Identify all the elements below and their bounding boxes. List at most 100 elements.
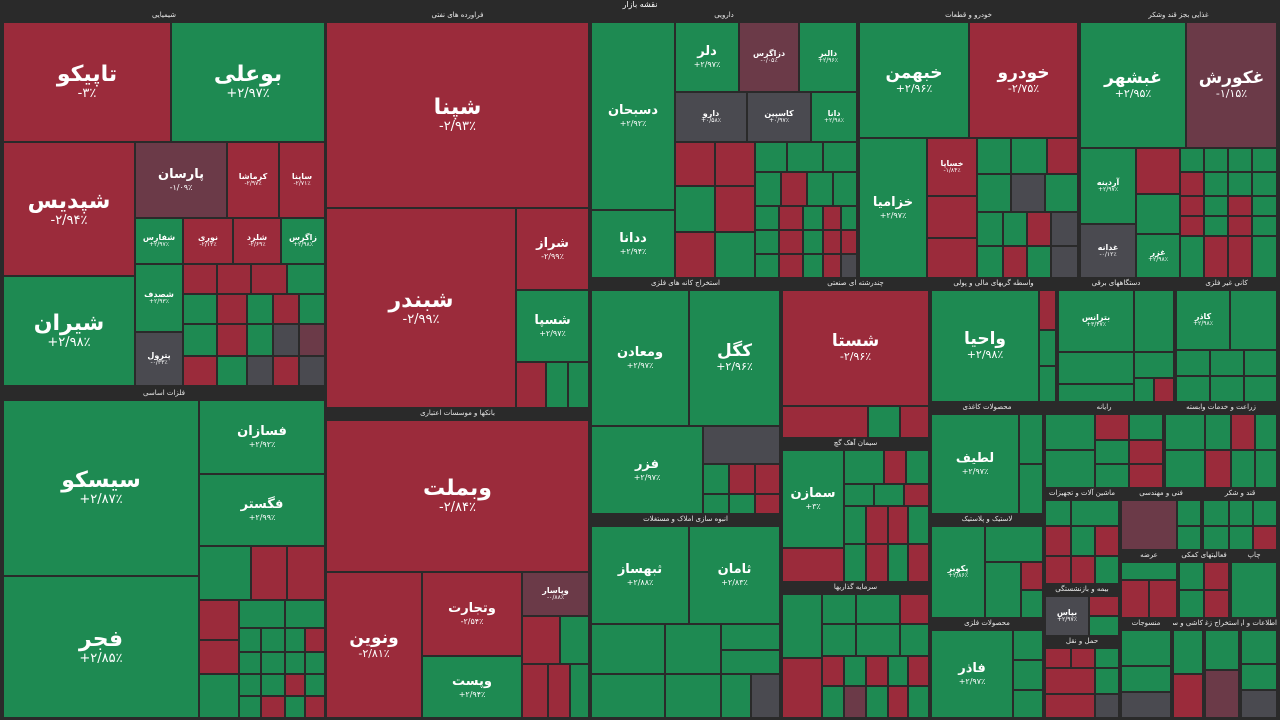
small-tile[interactable]	[1241, 630, 1277, 664]
small-tile[interactable]	[1255, 450, 1277, 488]
tile-tapiko[interactable]: تاپیکو -۳٪	[3, 22, 171, 142]
small-tile[interactable]	[866, 506, 888, 544]
small-tile[interactable]	[273, 356, 299, 386]
tile-khodro[interactable]: خودرو -۲/۷۵٪	[969, 22, 1078, 138]
tile-vpasar[interactable]: وپاسار -۰/۸۸٪	[522, 572, 589, 616]
tile-sisko[interactable]: سیسکو +۲/۸۷٪	[3, 400, 199, 576]
tile-fader[interactable]: فاذر +۲/۹۷٪	[931, 630, 1013, 718]
small-tile[interactable]	[1179, 562, 1204, 590]
small-tile[interactable]	[1204, 590, 1229, 618]
small-tile[interactable]	[782, 406, 868, 438]
small-tile[interactable]	[305, 674, 325, 696]
small-tile[interactable]	[1121, 692, 1171, 718]
small-tile[interactable]	[261, 628, 285, 652]
small-tile[interactable]	[299, 356, 325, 386]
small-tile[interactable]	[927, 238, 977, 278]
small-tile[interactable]	[823, 142, 857, 172]
small-tile[interactable]	[844, 506, 866, 544]
small-tile[interactable]	[1134, 378, 1154, 402]
small-tile[interactable]	[1173, 630, 1203, 674]
small-tile[interactable]	[1095, 648, 1119, 668]
tile-daru[interactable]: دارو +۰/۵۸٪	[675, 92, 747, 142]
small-tile[interactable]	[779, 254, 803, 278]
small-tile[interactable]	[1003, 246, 1027, 278]
small-tile[interactable]	[1253, 526, 1277, 550]
small-tile[interactable]	[591, 674, 665, 718]
small-tile[interactable]	[1019, 414, 1043, 464]
small-tile[interactable]	[1039, 290, 1056, 330]
small-tile[interactable]	[1203, 500, 1229, 526]
small-tile[interactable]	[1252, 196, 1277, 216]
small-tile[interactable]	[1129, 414, 1163, 440]
small-tile[interactable]	[1204, 216, 1228, 236]
small-tile[interactable]	[273, 324, 299, 356]
small-tile[interactable]	[1204, 196, 1228, 216]
small-tile[interactable]	[755, 464, 780, 494]
tile-khasapa[interactable]: خساپا -۱/۸۴٪	[927, 138, 977, 196]
tile-ghkourosh[interactable]: غکورش -۱/۱۵٪	[1186, 22, 1277, 148]
small-tile[interactable]	[755, 230, 779, 254]
small-tile[interactable]	[1176, 376, 1210, 402]
small-tile[interactable]	[1173, 674, 1203, 718]
small-tile[interactable]	[1027, 212, 1051, 246]
small-tile[interactable]	[183, 294, 217, 324]
small-tile[interactable]	[1045, 668, 1095, 694]
small-tile[interactable]	[1095, 464, 1129, 488]
tile-btrans[interactable]: بترانس +۳/۴۷٪	[1058, 290, 1134, 352]
small-tile[interactable]	[803, 254, 823, 278]
small-tile[interactable]	[715, 142, 755, 186]
tile-vmaaden[interactable]: ومعادن +۲/۹۷٪	[591, 290, 689, 426]
small-tile[interactable]	[1045, 174, 1078, 212]
tile-vtejarat[interactable]: وتجارت -۲/۵۴٪	[422, 572, 522, 656]
small-tile[interactable]	[1058, 384, 1134, 402]
small-tile[interactable]	[822, 624, 856, 656]
small-tile[interactable]	[1179, 590, 1204, 618]
small-tile[interactable]	[1039, 330, 1056, 366]
small-tile[interactable]	[1180, 216, 1204, 236]
small-tile[interactable]	[199, 640, 239, 674]
tile-dzagros[interactable]: دزاگرس -۰/۰۵٪	[739, 22, 799, 92]
small-tile[interactable]	[874, 484, 904, 506]
small-tile[interactable]	[703, 494, 729, 514]
small-tile[interactable]	[1136, 148, 1180, 194]
tile-ghadane[interactable]: غدانه -۰/۱۲٪	[1080, 224, 1136, 278]
small-tile[interactable]	[261, 674, 285, 696]
small-tile[interactable]	[1095, 668, 1119, 694]
small-tile[interactable]	[1177, 500, 1201, 526]
small-tile[interactable]	[1241, 690, 1277, 718]
small-tile[interactable]	[239, 652, 261, 674]
small-tile[interactable]	[285, 628, 305, 652]
small-tile[interactable]	[1121, 630, 1171, 666]
small-tile[interactable]	[1045, 526, 1071, 556]
small-tile[interactable]	[522, 664, 548, 718]
tile-khazamia[interactable]: خزامیا +۲/۹۷٪	[859, 138, 927, 278]
tile-ghshahr[interactable]: غبشهر +۲/۹۵٪	[1080, 22, 1186, 148]
small-tile[interactable]	[823, 254, 841, 278]
small-tile[interactable]	[856, 594, 900, 624]
small-tile[interactable]	[841, 230, 857, 254]
small-tile[interactable]	[844, 686, 866, 718]
small-tile[interactable]	[1045, 694, 1095, 718]
small-tile[interactable]	[755, 206, 779, 230]
small-tile[interactable]	[1176, 350, 1210, 376]
small-tile[interactable]	[1095, 556, 1119, 584]
small-tile[interactable]	[1095, 440, 1129, 464]
small-tile[interactable]	[1149, 580, 1177, 618]
small-tile[interactable]	[285, 674, 305, 696]
small-tile[interactable]	[908, 686, 929, 718]
small-tile[interactable]	[844, 484, 874, 506]
small-tile[interactable]	[888, 656, 908, 686]
tile-shsadaf[interactable]: شصدف +۲/۹۳٪	[135, 264, 183, 332]
small-tile[interactable]	[1013, 630, 1043, 660]
small-tile[interactable]	[1045, 414, 1095, 450]
small-tile[interactable]	[985, 562, 1021, 618]
small-tile[interactable]	[247, 324, 273, 356]
tile-vnovin[interactable]: ونوین -۲/۸۱٪	[326, 572, 422, 718]
small-tile[interactable]	[1205, 450, 1231, 488]
tile-shiran[interactable]: شیران +۲/۹۸٪	[3, 276, 135, 386]
small-tile[interactable]	[1134, 290, 1174, 352]
small-tile[interactable]	[665, 674, 721, 718]
tile-dalar[interactable]: دلر +۲/۹۷٪	[675, 22, 739, 92]
small-tile[interactable]	[1071, 556, 1095, 584]
tile-parsan[interactable]: پارسان -۱/۰۹٪	[135, 142, 227, 218]
